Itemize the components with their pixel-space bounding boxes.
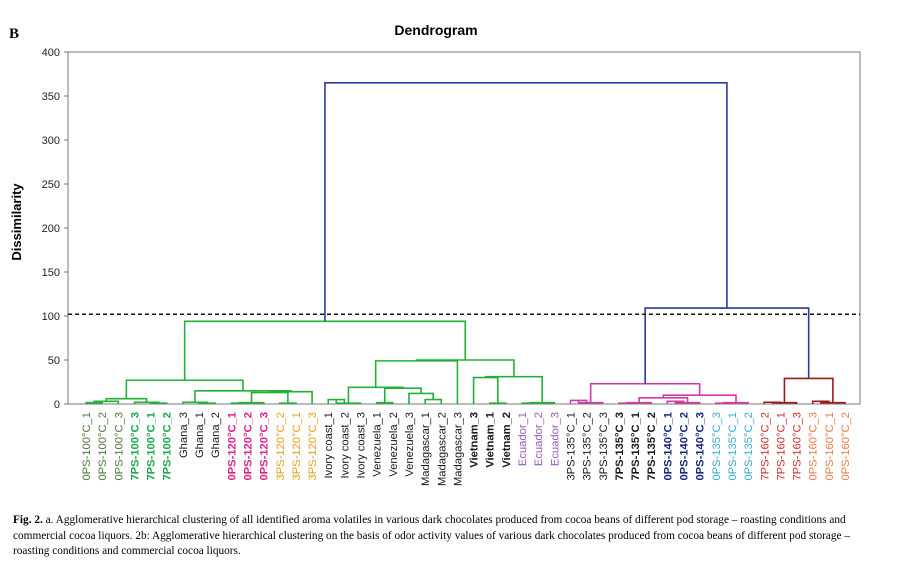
leaf-label: Venezuela_2	[388, 412, 400, 477]
leaf-label: 0PS-120°C_3	[259, 412, 271, 481]
caption-label: Fig. 2.	[13, 514, 43, 526]
dendrogram-link	[347, 386, 404, 404]
dendrogram-link	[408, 392, 435, 404]
y-tick-label: 300	[42, 135, 60, 147]
y-tick-label: 250	[42, 179, 60, 191]
leaf-label: Madagascar_1	[420, 412, 432, 486]
leaf-label: 7PS-160°C_3	[792, 412, 804, 481]
leaf-label: 0PS-100°C_2	[97, 412, 109, 481]
y-tick-label: 350	[42, 91, 60, 103]
y-axis-label: Dissimilarity	[9, 183, 24, 261]
dendrogram-link	[484, 375, 544, 403]
leaf-label: 0PS-120°C_2	[242, 412, 254, 481]
leaf-label: 3PS-120°C_1	[291, 412, 303, 481]
dendrogram-link	[149, 402, 168, 404]
chart-title: Dendrogram	[394, 22, 477, 38]
y-tick-label: 100	[42, 311, 60, 323]
leaf-label: Ghana_2	[210, 412, 222, 458]
dendrogram-link	[644, 307, 810, 384]
leaf-label: Vietnam_3	[469, 412, 481, 468]
leaf-label: Venezuela_1	[372, 412, 384, 477]
dendrogram-link	[424, 398, 443, 404]
leaf-label: 0PS-140°C_3	[695, 412, 707, 481]
leaf-label: Ivory coast_3	[356, 412, 368, 479]
dendrogram-link	[415, 359, 515, 377]
leaf-label: 7PS-160°C_1	[775, 412, 787, 481]
caption-text: a. Agglomerative hierarchical clustering…	[13, 514, 851, 557]
leaf-label: 0PS-140°C_1	[662, 412, 674, 481]
dendrogram-link	[783, 377, 834, 403]
leaf-label: 7PS-100°C_3	[129, 412, 141, 481]
dendrogram-link	[488, 402, 507, 404]
leaf-label: 0PS-160°C_2	[840, 412, 852, 481]
leaf-label: Ecuador_3	[549, 412, 561, 466]
leaf-label: Madagascar_2	[436, 412, 448, 486]
leaf-label: Madagascar_3	[452, 412, 464, 486]
leaf-label: 0PS-160°C_3	[808, 412, 820, 481]
leaf-label: 0PS-135°C_3	[711, 412, 723, 481]
leaf-label: 3PS-135°C_3	[598, 412, 610, 481]
leaf-label: Ecuador_1	[517, 412, 529, 466]
leaf-label: 3PS-120°C_2	[275, 412, 287, 481]
dendrogram-chart: Dendrogram Dissimilarity 0 50 100 150 200 250…	[9, 22, 861, 486]
dendrogram-link	[278, 402, 297, 404]
dendrogram-link	[589, 382, 701, 403]
dendrogram-link	[183, 320, 467, 381]
leaf-label: Ghana_1	[194, 412, 206, 458]
dendrogram-link	[198, 402, 216, 404]
leaf-label: 3PS-135°C_2	[582, 412, 594, 481]
y-tick-label: 0	[54, 399, 60, 411]
leaf-label: 0PS-140°C_2	[679, 412, 691, 481]
leaf-label: 3PS-120°C_3	[307, 412, 319, 481]
figure-caption: Fig. 2. a. Agglomerative hierarchical cl…	[13, 513, 889, 560]
dendrogram-link	[383, 387, 422, 403]
leaf-label: 0PS-160°C_1	[824, 412, 836, 481]
leaf-label: 0PS-135°C_1	[727, 412, 739, 481]
leaf-label: Vietnam_1	[485, 412, 497, 468]
leaf-label: 0PS-120°C_1	[226, 412, 238, 481]
leaf-label: 7PS-135°C_3	[614, 412, 626, 481]
leaf-label: 0PS-100°C_1	[81, 412, 93, 481]
dendrogram-links	[85, 82, 846, 404]
leaf-label: Ivory coast_2	[339, 412, 351, 479]
panel-label: B	[9, 26, 20, 42]
leaf-label: Ecuador_2	[533, 412, 545, 466]
axes: 0 50 100 150 200 250 300 350 400	[42, 47, 861, 411]
y-tick-label: 200	[42, 223, 60, 235]
y-tick-label: 400	[42, 47, 60, 59]
leaf-label: 7PS-160°C_2	[759, 412, 771, 481]
leaf-label: Ghana_3	[178, 412, 190, 458]
leaf-label: 0PS-135°C_2	[743, 412, 755, 481]
dendrogram-link	[324, 82, 728, 322]
leaf-label: 7PS-135°C_2	[646, 412, 658, 481]
leaf-label: 3PS-135°C_1	[565, 412, 577, 481]
leaf-label: 7PS-135°C_1	[630, 412, 642, 481]
leaf-labels: 0PS-100°C_1 0PS-100°C_2 0PS-100°C_3 7PS-100…	[81, 412, 852, 486]
dendrogram-link	[125, 379, 244, 399]
y-tick-label: 50	[48, 355, 60, 367]
dendrogram-link	[374, 360, 459, 404]
leaf-label: 0PS-100°C_3	[113, 412, 125, 481]
plot-frame	[67, 51, 861, 405]
leaf-label: Venezuela_3	[404, 412, 416, 477]
dendrogram-link	[250, 391, 289, 404]
leaf-label: Vietnam_2	[501, 412, 513, 468]
y-tick-label: 150	[42, 267, 60, 279]
leaf-label: Ivory coast_1	[323, 412, 335, 479]
leaf-label: 7PS-100°C_1	[146, 412, 158, 481]
leaf-label: 7PS-100°C_2	[162, 412, 174, 481]
dendrogram-link	[472, 376, 499, 404]
dendrogram-link	[268, 390, 313, 404]
